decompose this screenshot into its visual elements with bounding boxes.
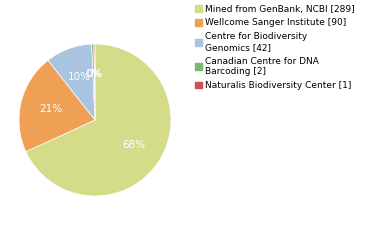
Wedge shape [94, 44, 95, 120]
Wedge shape [48, 44, 95, 120]
Text: 0%: 0% [87, 69, 103, 79]
Wedge shape [19, 60, 95, 152]
Legend: Mined from GenBank, NCBI [289], Wellcome Sanger Institute [90], Centre for Biodi: Mined from GenBank, NCBI [289], Wellcome… [195, 5, 355, 90]
Text: 21%: 21% [39, 104, 62, 114]
Text: 0%: 0% [86, 69, 102, 79]
Text: 10%: 10% [68, 72, 90, 82]
Text: 68%: 68% [122, 140, 145, 150]
Wedge shape [26, 44, 171, 196]
Wedge shape [92, 44, 95, 120]
